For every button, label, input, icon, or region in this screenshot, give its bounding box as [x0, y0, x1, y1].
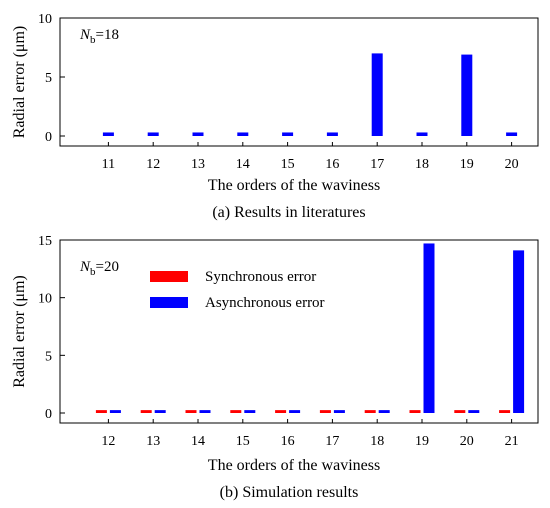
x-tick-label: 15: [281, 157, 295, 172]
x-tick-label: 12: [146, 157, 160, 172]
bar-asynchronous-error: [289, 410, 301, 413]
bar-asynchronous-error: [199, 410, 211, 413]
y-tick-label: 10: [38, 12, 52, 27]
legend-swatch: [150, 297, 188, 308]
x-tick-label: 16: [281, 434, 295, 449]
plot-frame: [59, 239, 539, 424]
bar-asynchronous-error: [102, 132, 114, 136]
x-tick-label: 19: [415, 434, 429, 449]
bar-synchronous-error: [454, 410, 466, 413]
bar-asynchronous-error: [109, 410, 121, 413]
nb-subscript: b: [90, 34, 96, 46]
bar-asynchronous-error: [154, 410, 166, 413]
bar-synchronous-error: [275, 410, 287, 413]
legend-label: Synchronous error: [205, 269, 316, 285]
chart-panel-b: 0 5 10 15 12 13 14 15 16 17 18 19 20 21 Radial error (…: [11, 234, 539, 501]
bar-asynchronous-error: [378, 410, 390, 413]
x-tick-label: 20: [505, 157, 519, 172]
bar-asynchronous-error: [244, 410, 256, 413]
bar-asynchronous-error: [371, 53, 383, 136]
nb-annotation: Nb=18: [79, 27, 119, 46]
nb-value: =18: [96, 27, 119, 43]
bar-asynchronous-error: [192, 132, 204, 136]
x-tick-label: 13: [146, 434, 160, 449]
bar-synchronous-error: [364, 410, 376, 413]
x-tick-label: 13: [191, 157, 205, 172]
x-tick-label: 12: [101, 434, 115, 449]
bar-asynchronous-error: [423, 243, 435, 413]
nb-subscript: b: [90, 266, 96, 278]
bar-asynchronous-error: [513, 250, 525, 413]
legend-label: Asynchronous error: [205, 295, 325, 311]
legend-swatch: [150, 271, 188, 282]
x-tick-label: 20: [460, 434, 474, 449]
bar-asynchronous-error: [333, 410, 345, 413]
x-tick-label: 17: [325, 434, 339, 449]
bar-asynchronous-error: [416, 132, 428, 136]
y-tick-label: 5: [45, 71, 52, 86]
x-tick-label: 11: [102, 157, 115, 172]
y-tick-label: 10: [38, 292, 52, 307]
bar-synchronous-error: [140, 410, 152, 413]
x-tick-label: 14: [236, 157, 250, 172]
y-tick-label: 5: [45, 349, 52, 364]
bar-synchronous-error: [409, 410, 421, 413]
x-tick-label: 14: [191, 434, 205, 449]
y-tick-label: 15: [38, 234, 52, 249]
y-tick-label: 0: [45, 130, 52, 145]
bar-asynchronous-error: [468, 410, 480, 413]
x-tick-label: 21: [505, 434, 519, 449]
bar-synchronous-error: [230, 410, 242, 413]
bar-asynchronous-error: [282, 132, 294, 136]
legend: Synchronous error Asynchronous error: [150, 269, 325, 311]
x-tick-label: 15: [236, 434, 250, 449]
y-tick-label: 0: [45, 407, 52, 422]
y-axis-label: Radial error (μm): [11, 26, 28, 139]
bar-asynchronous-error: [326, 132, 338, 136]
chart-panel-a: 0 5 10 11 12 13 14 15 16 17 18 19 20 Radial error (μm…: [11, 12, 539, 221]
x-axis-label: The orders of the waviness: [208, 177, 380, 194]
bar-asynchronous-error: [147, 132, 159, 136]
nb-value: =20: [96, 259, 119, 275]
x-tick-label: 16: [325, 157, 339, 172]
nb-symbol: N: [79, 259, 91, 275]
panel-caption: (a) Results in literatures: [212, 204, 365, 221]
panel-caption: (b) Simulation results: [220, 484, 359, 501]
bar-asynchronous-error: [237, 132, 249, 136]
y-axis-label: Radial error (μm): [11, 275, 28, 388]
x-tick-label: 17: [370, 157, 384, 172]
x-tick-label: 18: [415, 157, 429, 172]
bar-synchronous-error: [185, 410, 197, 413]
nb-symbol: N: [79, 27, 91, 43]
bar-synchronous-error: [95, 410, 107, 413]
x-tick-label: 18: [370, 434, 384, 449]
x-axis-label: The orders of the waviness: [208, 457, 380, 474]
bar-asynchronous-error: [506, 132, 518, 136]
plot-frame: [59, 17, 539, 147]
bar-synchronous-error: [499, 410, 511, 413]
x-tick-label: 19: [460, 157, 474, 172]
nb-annotation: Nb=20: [79, 259, 119, 278]
bar-synchronous-error: [319, 410, 331, 413]
bar-asynchronous-error: [461, 54, 473, 136]
